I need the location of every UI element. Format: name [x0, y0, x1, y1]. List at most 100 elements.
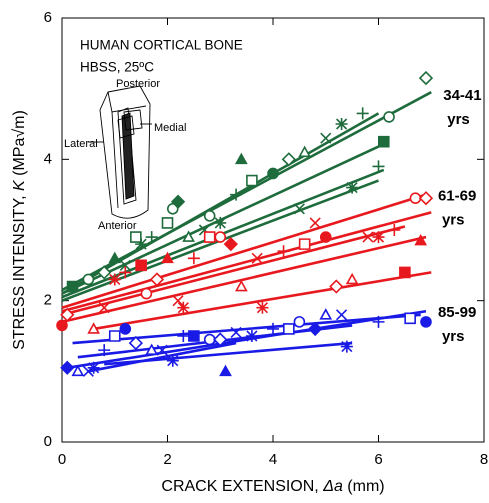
data-point	[140, 287, 153, 300]
y-axis-title-part: K	[11, 179, 28, 191]
y-tick-label: 0	[44, 433, 52, 450]
fit-line	[72, 313, 421, 345]
data-point	[145, 231, 158, 244]
data-point	[108, 273, 121, 286]
data-point	[213, 332, 228, 347]
inset-label: Medial	[154, 122, 186, 134]
data-point	[293, 316, 306, 328]
fit-line	[61, 112, 380, 295]
data-point	[60, 360, 75, 375]
data-point	[149, 272, 165, 287]
inset-label: Anterior	[98, 220, 137, 232]
data-point	[283, 323, 295, 335]
data-point	[119, 266, 132, 279]
data-point	[340, 340, 353, 353]
data-point	[418, 70, 434, 86]
y-axis-title: STRESS INTENSITY, K (MPa√m)	[11, 110, 28, 350]
data-point	[170, 194, 186, 209]
fit-line	[61, 211, 432, 313]
data-point	[82, 273, 95, 286]
data-point	[87, 322, 101, 334]
data-point	[256, 301, 269, 314]
data-point	[119, 259, 131, 271]
data-point	[161, 217, 174, 229]
data-point	[383, 111, 395, 123]
data-point	[135, 259, 147, 272]
x-tick-label: 2	[163, 451, 171, 468]
data-point	[182, 230, 195, 242]
fit-line	[104, 341, 353, 366]
data-point	[97, 265, 112, 280]
fit-line	[93, 271, 432, 331]
data-point	[172, 295, 184, 307]
data-point	[214, 216, 227, 229]
x-tick-label: 4	[269, 451, 277, 468]
data-point	[420, 316, 432, 328]
data-point	[298, 238, 311, 250]
x-axis-title: CRACK EXTENSION, Δa (mm)	[161, 478, 384, 495]
group-label: 34-41	[443, 87, 481, 104]
data-point	[245, 330, 258, 342]
group-label: 85-99	[438, 304, 476, 321]
data-point	[108, 330, 121, 342]
x-tick-label: 0	[58, 451, 66, 468]
data-point	[399, 266, 411, 279]
data-point	[119, 323, 132, 335]
data-point	[345, 272, 359, 285]
data-point	[130, 231, 142, 243]
y-tick-label: 4	[44, 150, 52, 167]
data-point	[66, 280, 79, 293]
fit-line	[61, 140, 390, 295]
data-point	[267, 322, 279, 335]
x-axis-title-part: (mm)	[343, 478, 385, 495]
data-point	[223, 237, 238, 252]
data-point	[177, 301, 190, 314]
data-point	[187, 252, 200, 265]
data-point	[87, 361, 100, 374]
data-point	[277, 245, 290, 258]
bone-inset	[88, 85, 152, 219]
y-axis-title-part: STRESS INTENSITY,	[11, 191, 28, 350]
data-point	[214, 231, 227, 243]
data-point	[128, 335, 143, 351]
data-point	[319, 308, 333, 320]
data-point	[203, 210, 216, 222]
data-point	[166, 354, 179, 367]
data-point	[71, 364, 85, 377]
data-point	[267, 167, 279, 180]
data-point	[98, 302, 110, 314]
data-point	[329, 279, 344, 294]
data-point	[156, 344, 168, 356]
data-point	[230, 188, 243, 201]
annotation: HUMAN CORTICAL BONE	[80, 38, 243, 53]
data-point	[298, 145, 312, 158]
data-point	[281, 152, 296, 167]
x-axis-title-part: Δa	[322, 478, 343, 495]
data-point	[418, 191, 434, 206]
data-point	[319, 231, 332, 243]
data-point	[135, 238, 148, 251]
data-point	[388, 224, 401, 236]
data-point	[166, 203, 179, 215]
data-point	[145, 343, 159, 355]
fit-line	[88, 341, 237, 373]
data-point	[372, 231, 385, 244]
group-label: yrs	[442, 212, 465, 229]
data-point	[414, 233, 428, 246]
fit-line	[61, 235, 427, 324]
inset-label: Lateral	[64, 138, 98, 150]
y-tick-label: 6	[44, 9, 52, 26]
data-point	[293, 203, 305, 215]
data-point	[234, 279, 248, 292]
data-point	[372, 315, 385, 328]
data-point	[404, 312, 416, 325]
data-point	[177, 330, 190, 342]
data-point	[308, 321, 323, 337]
data-point	[234, 152, 248, 165]
data-point	[336, 309, 348, 321]
data-point	[335, 118, 348, 130]
group-label: yrs	[447, 111, 470, 128]
fit-line	[61, 193, 427, 309]
data-point	[108, 251, 122, 264]
